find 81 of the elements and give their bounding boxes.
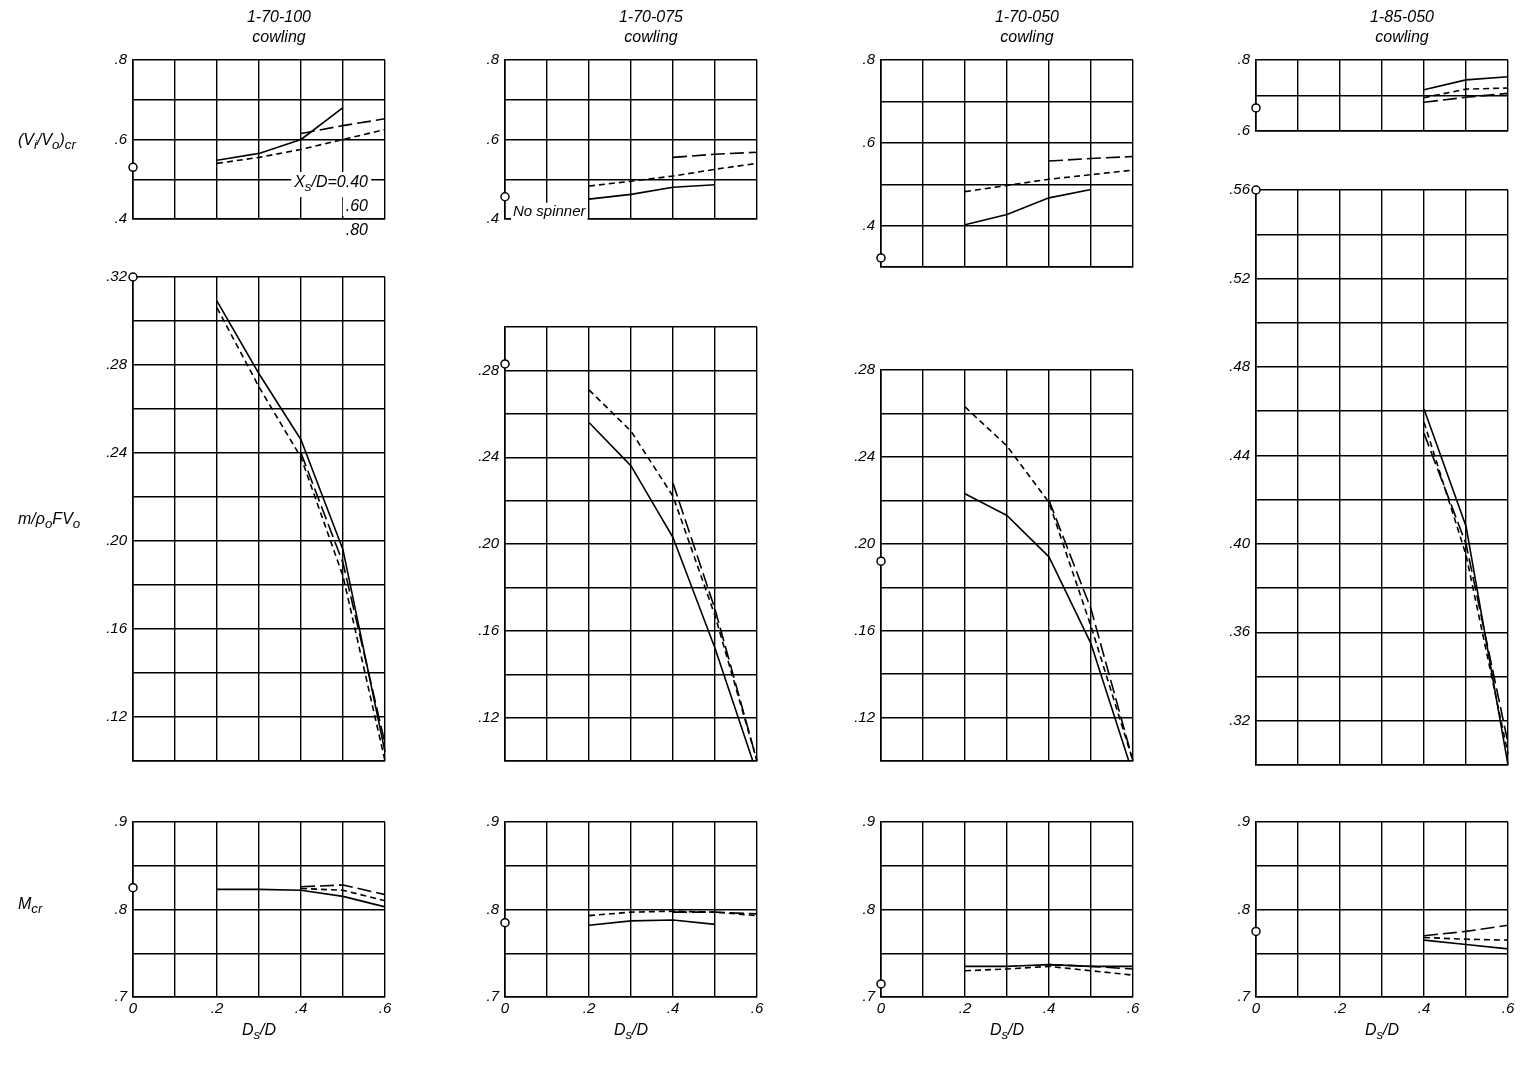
annotation: No spinner bbox=[513, 201, 587, 219]
y-axis-title: m/ρ$_{o}$FV$_{o}$ bbox=[18, 510, 81, 532]
x-tick-label: .6 bbox=[1126, 999, 1140, 1017]
y-tick-label: .16 bbox=[478, 620, 500, 638]
chart-subtitle: cowling bbox=[999, 27, 1055, 47]
y-axis-title: (V$_{i}$/V$_{o}$)$_{cr}$ bbox=[18, 130, 76, 152]
chart-title: 1-70-075 bbox=[617, 7, 684, 27]
y-tick-label: .7 bbox=[1237, 987, 1251, 1005]
y-tick-label: .28 bbox=[854, 360, 876, 378]
x-tick-label: 0 bbox=[500, 999, 510, 1017]
y-tick-label: .24 bbox=[478, 447, 499, 465]
y-tick-label: .32 bbox=[106, 267, 128, 285]
y-tick-label: .4 bbox=[862, 215, 875, 233]
y-tick-label: .9 bbox=[486, 812, 500, 830]
x-tick-label: .2 bbox=[582, 999, 596, 1017]
x-tick-label: .2 bbox=[1333, 999, 1347, 1017]
y-tick-label: .8 bbox=[1237, 899, 1251, 917]
annotation: .60 bbox=[342, 196, 371, 216]
chart-subtitle: cowling bbox=[251, 27, 307, 47]
y-tick-label: .40 bbox=[1229, 534, 1251, 552]
y-tick-label: .24 bbox=[854, 447, 875, 465]
y-tick-label: .6 bbox=[1237, 121, 1251, 139]
x-tick-label: .4 bbox=[1417, 999, 1431, 1017]
y-tick-label: .8 bbox=[114, 899, 128, 917]
y-tick-label: .7 bbox=[862, 987, 876, 1005]
y-tick-label: .4 bbox=[486, 209, 499, 227]
y-tick-label: .4 bbox=[114, 209, 127, 227]
chart-title: 1-85-050 bbox=[1368, 7, 1435, 27]
y-tick-label: .56 bbox=[1229, 180, 1251, 198]
y-tick-label: .9 bbox=[1237, 812, 1251, 830]
x-axis-title: D$_{s}$/D bbox=[612, 1021, 650, 1043]
x-axis-title: D$_{s}$/D bbox=[1363, 1021, 1401, 1043]
y-tick-label: .9 bbox=[114, 812, 128, 830]
y-tick-label: .12 bbox=[478, 707, 500, 725]
y-tick-label: .8 bbox=[486, 50, 500, 68]
y-tick-label: .6 bbox=[114, 129, 128, 147]
y-tick-label: .9 bbox=[862, 812, 876, 830]
y-tick-label: .52 bbox=[1229, 268, 1251, 286]
y-tick-label: .8 bbox=[114, 50, 128, 68]
y-tick-label: .20 bbox=[478, 534, 500, 552]
y-tick-label: .28 bbox=[478, 360, 500, 378]
y-tick-label: .6 bbox=[862, 132, 876, 150]
x-tick-label: .2 bbox=[958, 999, 972, 1017]
text: .80 bbox=[342, 220, 371, 240]
y-tick-label: .44 bbox=[1229, 445, 1250, 463]
y-tick-label: .6 bbox=[486, 129, 500, 147]
y-tick-label: .12 bbox=[854, 707, 876, 725]
y-tick-label: .8 bbox=[862, 50, 876, 68]
y-tick-label: .36 bbox=[1229, 622, 1251, 640]
x-tick-label: .6 bbox=[1501, 999, 1515, 1017]
y-tick-label: .32 bbox=[1229, 710, 1251, 728]
x-tick-label: 0 bbox=[876, 999, 886, 1017]
y-tick-label: .7 bbox=[486, 987, 500, 1005]
chart-subtitle: cowling bbox=[1374, 27, 1430, 47]
x-tick-label: 0 bbox=[1251, 999, 1261, 1017]
x-axis-title: D$_{s}$/D bbox=[988, 1021, 1026, 1043]
chart-title: 1-70-100 bbox=[245, 7, 312, 27]
x-tick-label: .6 bbox=[750, 999, 764, 1017]
y-axis-title: M$_{cr}$ bbox=[18, 895, 43, 917]
x-tick-label: .2 bbox=[210, 999, 224, 1017]
y-tick-label: .8 bbox=[1237, 50, 1251, 68]
y-tick-label: .16 bbox=[106, 619, 128, 637]
y-tick-label: .8 bbox=[862, 899, 876, 917]
y-tick-label: .7 bbox=[114, 987, 128, 1005]
y-tick-label: .16 bbox=[854, 620, 876, 638]
chart-title: 1-70-050 bbox=[993, 7, 1060, 27]
y-tick-label: .24 bbox=[106, 443, 127, 461]
x-tick-label: .4 bbox=[1042, 999, 1056, 1017]
y-tick-label: .8 bbox=[486, 899, 500, 917]
x-axis-title: D$_{s}$/D bbox=[240, 1021, 278, 1043]
chart-subtitle: cowling bbox=[623, 27, 679, 47]
y-tick-label: .48 bbox=[1229, 357, 1251, 375]
x-tick-label: .6 bbox=[378, 999, 392, 1017]
y-tick-label: .20 bbox=[854, 533, 876, 551]
x-tick-label: .4 bbox=[294, 999, 308, 1017]
y-tick-label: .28 bbox=[106, 355, 128, 373]
x-tick-label: 0 bbox=[128, 999, 138, 1017]
annotation: X$_{s}$/D=0.40 bbox=[291, 172, 371, 198]
y-tick-label: .12 bbox=[106, 707, 128, 725]
x-tick-label: .4 bbox=[666, 999, 680, 1017]
y-tick-label: .20 bbox=[106, 531, 128, 549]
